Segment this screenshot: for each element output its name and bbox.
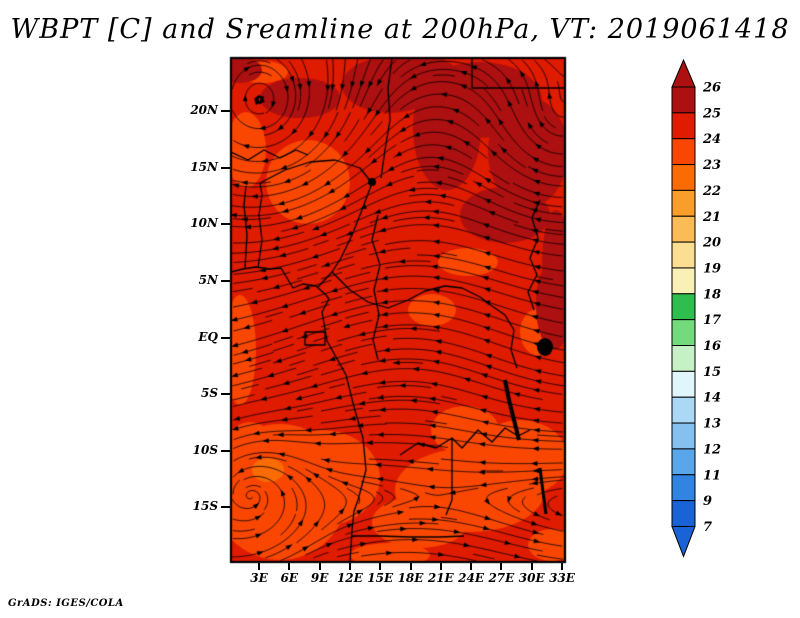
lat-tick-label: 5N <box>198 273 218 287</box>
colorbar-arrow-bottom <box>671 525 696 558</box>
lon-tick-label: 27E <box>488 571 515 585</box>
attribution: GrADS: IGES/COLA <box>8 598 124 609</box>
colorbar-segment <box>671 396 696 424</box>
colorbar-label: 12 <box>703 442 721 457</box>
colorbar-segment <box>671 164 696 191</box>
lon-tick <box>409 563 412 570</box>
colorbar-segment <box>671 215 696 243</box>
lon-tick-label: 30E <box>518 571 545 585</box>
lon-tick-label: 9E <box>310 571 329 585</box>
lat-tick-label: 10S <box>192 442 218 457</box>
lat-tick <box>221 393 230 396</box>
lon-tick <box>318 563 321 570</box>
lat-tick-label: 5S <box>200 386 218 401</box>
colorbar-label: 13 <box>703 417 721 432</box>
lat-tick <box>221 449 230 452</box>
lat-tick <box>221 110 230 113</box>
colorbar-label: 19 <box>703 261 721 276</box>
colorbar-label: 23 <box>702 158 721 173</box>
colorbar-segment <box>671 370 696 398</box>
lon-tick-label: 18E <box>397 571 424 585</box>
colorbar-label: 21 <box>702 210 721 225</box>
plot-title: WBPT [C] and Sreamline at 200hPa, VT: 20… <box>10 14 790 45</box>
map-canvas <box>229 56 567 564</box>
colorbar-segment <box>671 189 696 217</box>
colorbar-segment <box>671 345 696 372</box>
lon-tick-label: 6E <box>280 571 299 585</box>
lat-tick <box>221 280 230 282</box>
colorbar-segment <box>671 267 696 295</box>
lon-tick-label: 24E <box>458 571 485 585</box>
lon-tick-label: 33E <box>549 571 575 585</box>
lon-tick <box>258 563 260 570</box>
lon-tick <box>348 563 351 570</box>
lat-tick-label: EQ <box>198 329 218 344</box>
colorbar-label: 22 <box>702 184 721 199</box>
colorbar-segment <box>671 112 696 140</box>
lon-tick <box>470 563 473 570</box>
colorbar-segment <box>671 138 696 166</box>
lon-tick <box>379 563 382 570</box>
colorbar-label: 26 <box>702 81 721 96</box>
lat-tick-label: 15N <box>190 159 218 174</box>
colorbar-label: 18 <box>703 287 721 302</box>
colorbar-segment <box>671 500 696 527</box>
colorbar-label: 20 <box>702 236 721 251</box>
colorbar-segment <box>671 474 696 502</box>
lon-tick <box>288 563 291 570</box>
colorbar-label: 7 <box>703 520 712 535</box>
lon-tick-label: 21E <box>427 571 454 585</box>
colorbar-label: 15 <box>703 365 721 380</box>
colorbar-label: 9 <box>703 494 712 509</box>
colorbar-segment <box>671 241 696 269</box>
colorbar-segment <box>671 422 696 450</box>
lat-tick-label: 20N <box>190 103 218 118</box>
lat-tick-label: 15S <box>192 499 218 514</box>
colorbar-label: 24 <box>702 132 721 147</box>
lat-tick-label: 10N <box>190 216 218 231</box>
colorbar-segment <box>671 319 696 346</box>
lat-tick <box>221 223 230 226</box>
lon-tick <box>530 563 533 570</box>
lon-tick-label: 3E <box>250 571 268 585</box>
colorbar-segment <box>671 448 696 476</box>
lon-tick <box>561 563 563 570</box>
lat-tick <box>221 166 230 169</box>
colorbar-segment <box>671 86 696 114</box>
lat-tick <box>221 336 230 339</box>
colorbar-label: 14 <box>703 391 721 406</box>
colorbar-label: 25 <box>702 106 721 121</box>
colorbar-label: 16 <box>703 339 721 354</box>
lon-tick-label: 15E <box>367 571 394 585</box>
lon-tick <box>500 563 503 570</box>
colorbar-label: 17 <box>703 313 721 328</box>
colorbar-label: 11 <box>703 468 721 483</box>
lon-tick-label: 12E <box>336 571 363 585</box>
lat-tick <box>221 506 230 509</box>
colorbar-arrow-top <box>671 58 696 88</box>
colorbar-segment <box>671 293 696 321</box>
lon-tick <box>439 563 442 570</box>
